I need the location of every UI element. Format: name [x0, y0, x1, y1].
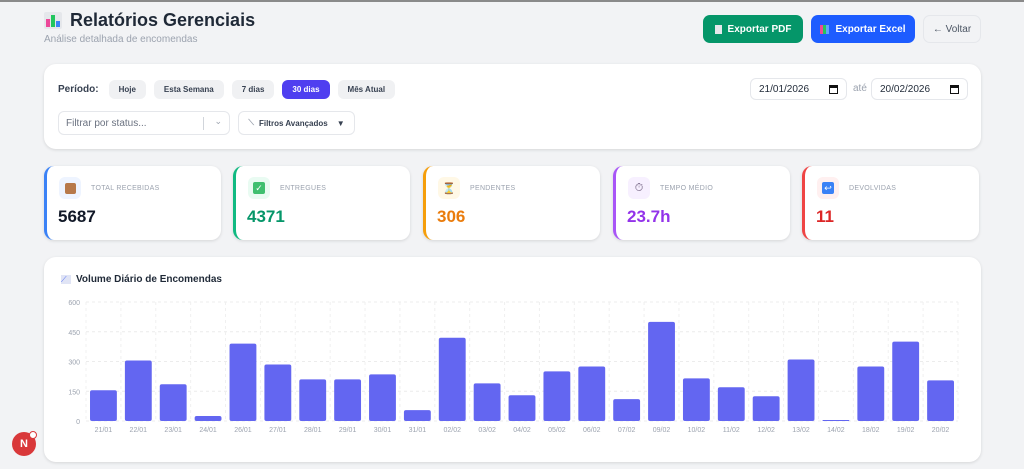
stat-total-received: TOTAL RECEBIDAS 5687 — [44, 166, 221, 240]
chevron-down-icon: ⌄ — [214, 116, 222, 126]
chart-card: ⟋ Volume Diário de Encomendas — [44, 257, 981, 462]
page-title: Relatórios Gerenciais — [70, 10, 256, 30]
back-button[interactable]: ← Voltar — [923, 15, 981, 43]
calendar-icon[interactable] — [950, 84, 959, 94]
stat-delivered: ✓ ENTREGUES 4371 — [233, 166, 410, 240]
stat-pending: ⏳ PENDENTES 306 — [423, 166, 600, 240]
export-excel-button[interactable]: Exportar Excel — [811, 15, 915, 43]
page-header: Relatórios Gerenciais Análise detalhada … — [44, 10, 255, 45]
period-current-month[interactable]: Mês Atual — [337, 80, 396, 99]
chart-title: Volume Diário de Encomendas — [76, 274, 222, 285]
dropdown-arrow-icon: ▼ — [336, 118, 345, 128]
stat-returned: ↩ DEVOLVIDAS 11 — [802, 166, 979, 240]
wrench-icon: ⟍ — [248, 118, 254, 127]
filter-panel: Período: Hoje Esta Semana 7 dias 30 dias… — [44, 64, 981, 149]
period-today[interactable]: Hoje — [108, 80, 146, 99]
stat-average-time: ⏱ TEMPO MÉDIO 23.7h — [613, 166, 790, 240]
bar-chart-icon — [820, 24, 830, 34]
package-icon — [59, 177, 81, 199]
period-label: Período: — [58, 84, 99, 95]
document-icon — [714, 24, 722, 34]
period-7-days[interactable]: 7 dias — [231, 80, 275, 99]
stopwatch-icon: ⏱ — [628, 177, 650, 199]
date-to-input[interactable]: 20/02/2026 — [871, 78, 968, 100]
return-icon: ↩ — [817, 177, 839, 199]
check-icon: ✓ — [248, 177, 270, 199]
calendar-icon[interactable] — [829, 84, 838, 94]
date-separator: até — [853, 83, 867, 94]
export-pdf-button[interactable]: Exportar PDF — [703, 15, 803, 43]
status-filter-select[interactable]: Filtrar por status... ⌄ — [58, 111, 230, 135]
notification-avatar[interactable]: N — [12, 431, 37, 456]
date-from-input[interactable]: 21/01/2026 — [750, 78, 847, 100]
period-this-week[interactable]: Esta Semana — [153, 80, 224, 99]
line-chart-icon: ⟋ — [61, 275, 71, 284]
notification-dot — [29, 431, 37, 439]
period-30-days[interactable]: 30 dias — [282, 80, 330, 99]
page-subtitle: Análise detalhada de encomendas — [44, 34, 198, 45]
advanced-filters-button[interactable]: ⟍ Filtros Avançados ▼ — [238, 111, 355, 135]
bar-chart-icon — [44, 12, 62, 29]
hourglass-icon: ⏳ — [438, 177, 460, 199]
